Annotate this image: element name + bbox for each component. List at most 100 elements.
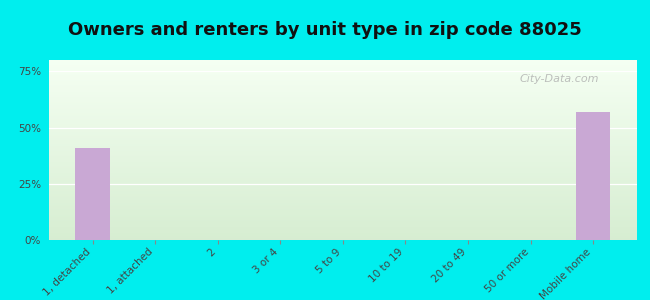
Bar [49,78,637,79]
Bar [49,107,637,108]
Text: City-Data.com: City-Data.com [519,74,599,84]
Bar [49,194,637,195]
Bar [49,149,637,150]
Bar [49,80,637,81]
Bar [49,120,637,121]
Bar [49,207,637,208]
Bar [49,96,637,97]
Bar [49,234,637,235]
Bar [49,118,637,119]
Bar [49,170,637,171]
Bar [49,155,637,156]
Bar [49,153,637,154]
Bar [49,65,637,66]
Bar [49,176,637,177]
Bar [49,104,637,105]
Bar [49,102,637,103]
Bar [49,225,637,226]
Bar [49,221,637,222]
Bar [49,228,637,229]
Bar [49,68,637,69]
Bar [49,162,637,163]
Bar [49,97,637,98]
Bar [49,119,637,120]
Bar [49,187,637,188]
Bar [49,232,637,233]
Bar [49,74,637,75]
Bar [49,101,637,102]
Bar [49,137,637,138]
Bar [49,151,637,152]
Bar [49,135,637,136]
Bar [49,132,637,133]
Bar [49,95,637,96]
Bar [49,133,637,134]
Bar [49,193,637,194]
Bar [49,113,637,114]
Bar [49,183,637,184]
Bar [49,114,637,115]
Bar [49,208,637,209]
Bar [49,173,637,174]
Bar [49,99,637,100]
Bar [49,103,637,104]
Bar [49,238,637,239]
Bar [49,148,637,149]
Bar [49,134,637,135]
Bar [49,105,637,106]
Bar [49,188,637,189]
Bar [49,216,637,217]
Bar [49,198,637,199]
Bar [49,171,637,172]
Bar [49,72,637,73]
Bar [49,115,637,116]
Bar [49,70,637,71]
Bar [49,130,637,131]
Bar [49,192,637,193]
Bar [49,100,637,101]
Bar [49,88,637,89]
Bar [75,148,110,240]
Bar [49,154,637,155]
Bar [49,158,637,159]
Bar [49,124,637,125]
Bar [49,189,637,190]
Bar [49,82,637,83]
Bar [49,156,637,157]
Bar [49,100,637,101]
Bar [49,157,637,158]
Bar [49,143,637,144]
Bar [49,141,637,142]
Bar [49,116,637,117]
Bar [49,223,637,224]
Bar [49,175,637,176]
Bar [49,123,637,124]
Bar [49,112,637,113]
Bar [49,220,637,221]
Bar [49,66,637,67]
Bar [49,63,637,64]
Bar [49,126,637,127]
Bar [49,117,637,118]
Bar [49,190,637,191]
Bar [49,75,637,76]
Bar [49,180,637,181]
Bar [49,73,637,74]
Bar [49,142,637,143]
Bar [49,167,637,168]
Bar [49,127,637,128]
Bar [49,144,637,145]
Bar [49,69,637,70]
Bar [49,93,637,94]
Bar [49,110,637,111]
Bar [49,129,637,130]
Bar [49,139,637,140]
Bar [49,138,637,139]
Bar [49,118,637,119]
Bar [49,109,637,110]
Bar [49,165,637,166]
Bar [49,150,637,151]
Bar [49,84,637,85]
Bar [49,222,637,223]
Bar [49,122,637,123]
